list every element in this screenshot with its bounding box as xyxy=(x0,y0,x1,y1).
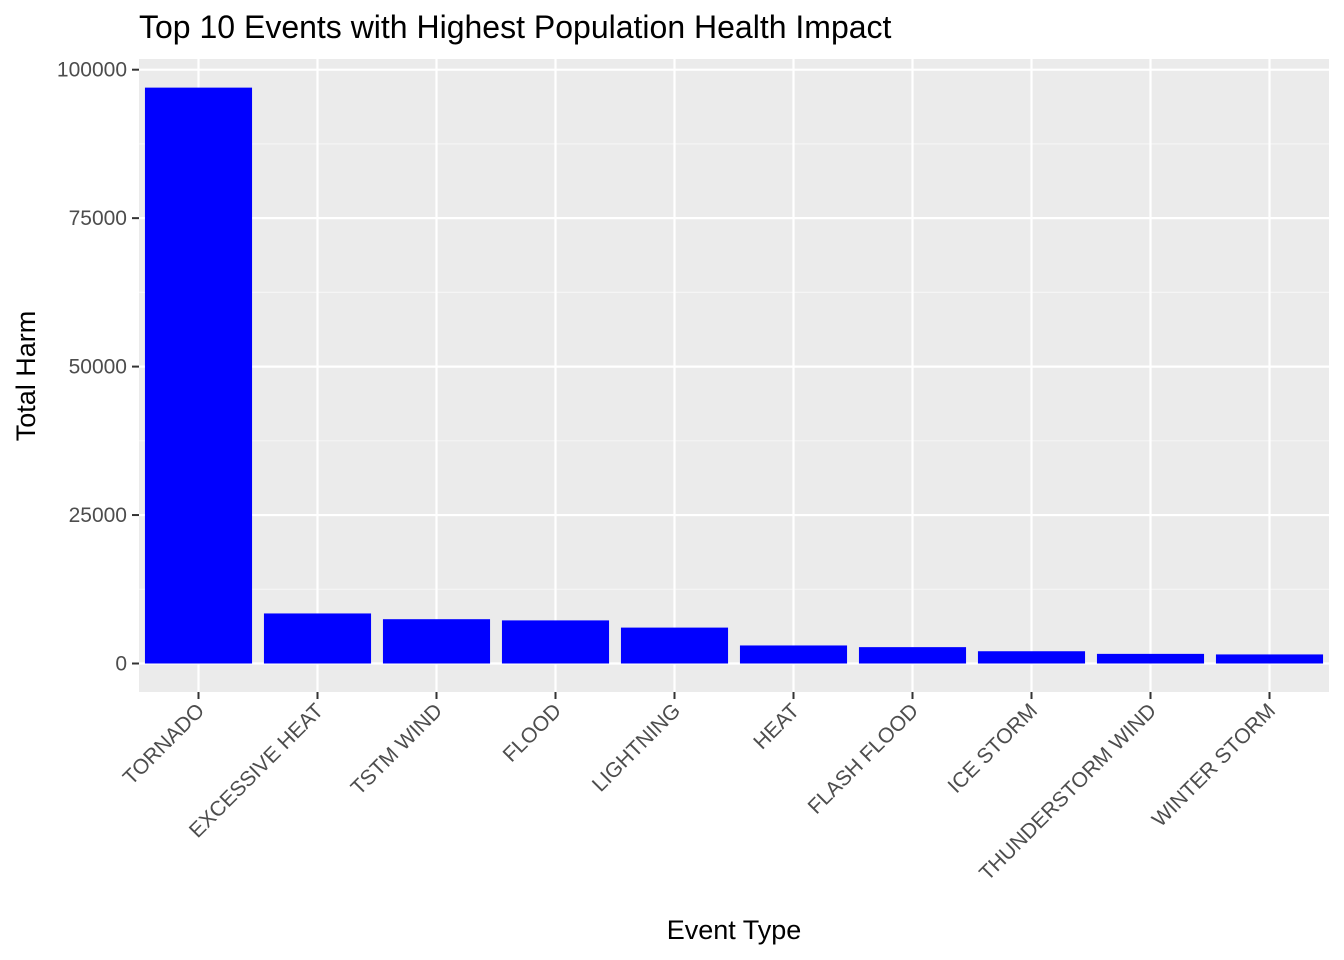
bar-winter-storm xyxy=(1215,654,1324,664)
x-tick-label: TSTM WIND xyxy=(347,699,447,799)
bar-tstm-wind xyxy=(382,619,491,664)
x-tick-label: WINTER STORM xyxy=(1148,699,1280,831)
x-tick-label: LIGHTNING xyxy=(588,699,685,796)
bar-ice-storm xyxy=(977,651,1086,664)
y-axis: 0 25000 50000 75000 100000 xyxy=(57,59,139,675)
y-tick-label: 25000 xyxy=(69,504,127,527)
bar-thunderstorm-wind xyxy=(1096,653,1205,664)
x-tick-label: EXCESSIVE HEAT xyxy=(185,699,328,842)
bar-excessive-heat xyxy=(263,613,372,664)
x-tick-label: FLOOD xyxy=(499,699,566,766)
y-axis-title: Total Harm xyxy=(11,311,41,442)
x-tick-label: HEAT xyxy=(749,699,804,754)
bar-flash-flood xyxy=(858,647,967,664)
bar-lightning xyxy=(620,627,729,664)
plot-panel xyxy=(139,59,1329,692)
x-tick-label: ICE STORM xyxy=(944,699,1042,797)
minor-gridlines xyxy=(139,143,1329,590)
bar-flood xyxy=(501,620,610,664)
x-tick-label: FLASH FLOOD xyxy=(804,699,923,818)
chart-title: Top 10 Events with Highest Population He… xyxy=(139,9,892,45)
y-tick-label: 0 xyxy=(115,652,127,675)
y-tick-label: 100000 xyxy=(57,59,127,82)
bar-heat xyxy=(739,645,848,664)
x-axis-title: Event Type xyxy=(667,915,802,945)
y-tick-label: 75000 xyxy=(69,207,127,230)
bar-tornado xyxy=(144,87,253,664)
x-tick-label: TORNADO xyxy=(119,699,209,789)
bars xyxy=(144,87,1324,664)
y-tick-label: 50000 xyxy=(69,356,127,379)
